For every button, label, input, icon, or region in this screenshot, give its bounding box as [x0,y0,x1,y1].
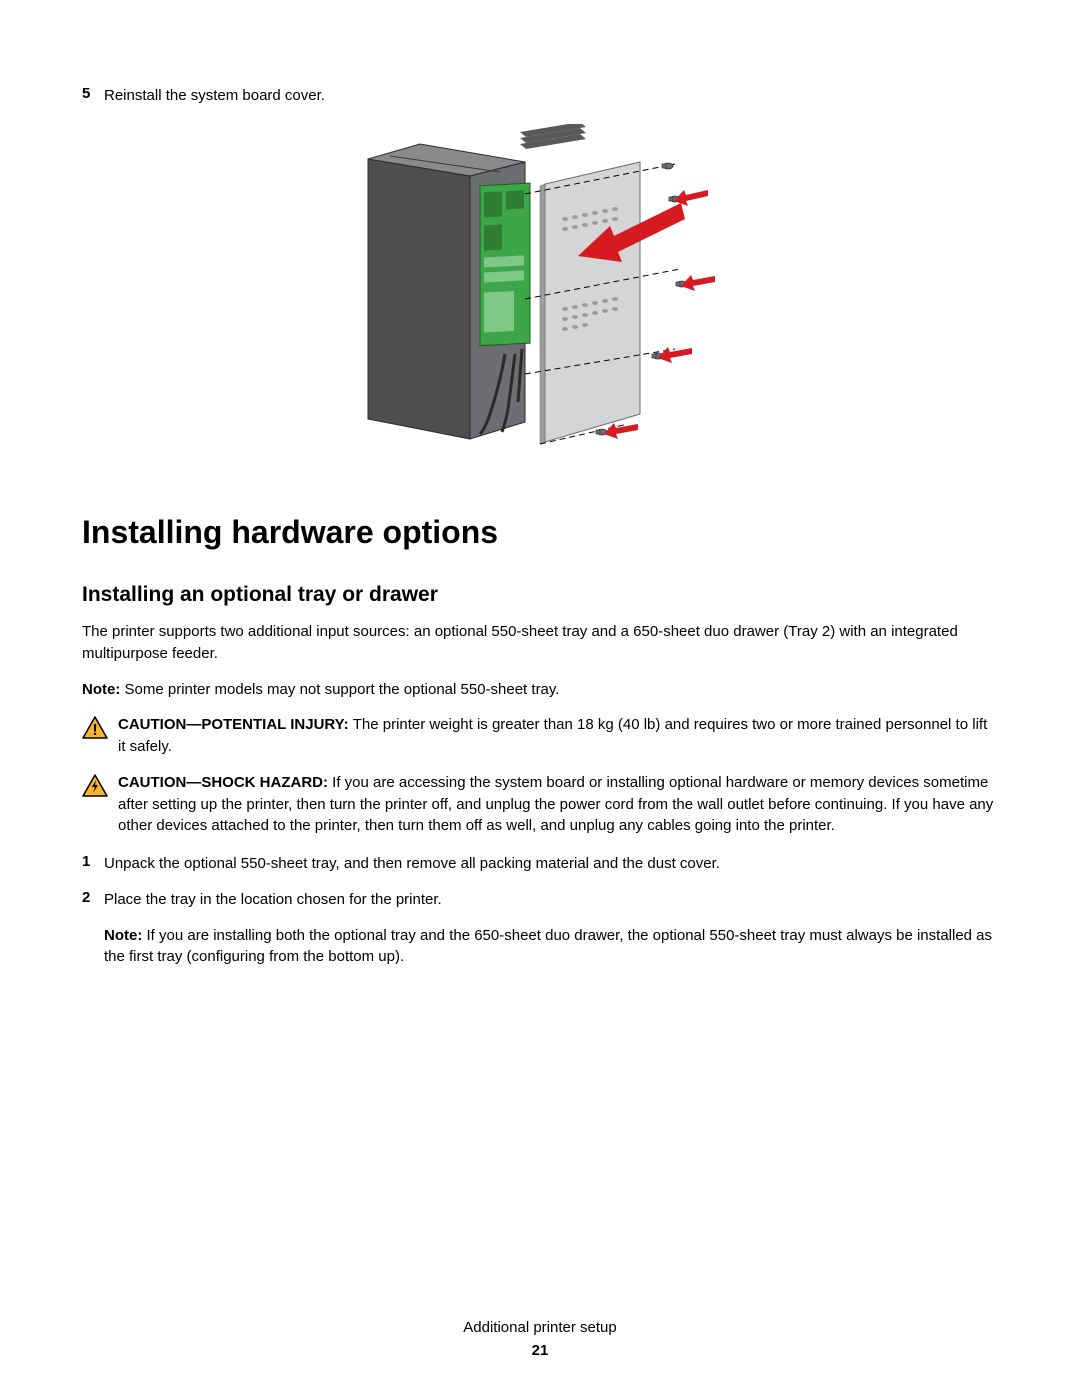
heading-2: Installing an optional tray or drawer [82,583,998,607]
page-number: 21 [0,1342,1080,1359]
note-1: Note: Some printer models may not suppor… [82,679,998,701]
list-item-2: 2 Place the tray in the location chosen … [82,889,998,968]
numbered-list: 1 Unpack the optional 550-sheet tray, an… [82,853,998,968]
intro-paragraph: The printer supports two additional inpu… [82,621,998,665]
caution-injury-icon: ! [82,716,108,745]
note-prefix: Note: [82,681,125,698]
list-text: Place the tray in the location chosen fo… [104,891,442,908]
caution-shock-icon [82,774,108,803]
list-item-1: 1 Unpack the optional 550-sheet tray, an… [82,853,998,875]
caution-injury-text: CAUTION—POTENTIAL INJURY: The printer we… [118,714,998,758]
svg-text:!: ! [92,722,97,739]
list-content: Unpack the optional 550-sheet tray, and … [104,853,998,875]
note-text: If you are installing both the optional … [104,927,992,966]
list-item-2-note: Note: If you are installing both the opt… [104,925,998,969]
note-prefix: Note: [104,927,147,944]
caution-shock-text: CAUTION—SHOCK HAZARD: If you are accessi… [118,772,998,837]
list-number: 1 [82,853,104,875]
heading-1: Installing hardware options [82,514,998,551]
caution-injury: ! CAUTION—POTENTIAL INJURY: The printer … [82,714,998,758]
note-text: Some printer models may not support the … [125,681,560,698]
diagram-container [82,124,998,464]
list-number: 2 [82,889,104,968]
footer-section: Additional printer setup [0,1319,1080,1336]
printer-diagram [360,124,720,464]
step-text: Reinstall the system board cover. [104,85,325,106]
caution-prefix: CAUTION—SHOCK HAZARD: [118,774,332,791]
step-5: 5 Reinstall the system board cover. [82,85,998,106]
page-footer: Additional printer setup 21 [0,1319,1080,1359]
list-content: Place the tray in the location chosen fo… [104,889,998,968]
caution-prefix: CAUTION—POTENTIAL INJURY: [118,716,353,733]
step-number: 5 [82,85,104,106]
caution-shock: CAUTION—SHOCK HAZARD: If you are accessi… [82,772,998,837]
